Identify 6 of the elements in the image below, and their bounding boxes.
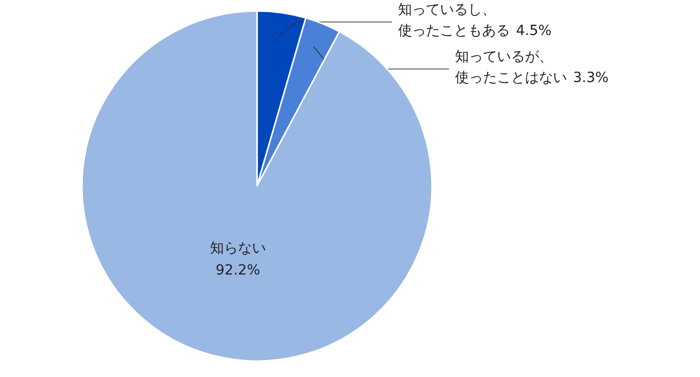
slice-label: 知らない xyxy=(210,240,266,256)
data-label: 4.5% xyxy=(516,23,552,39)
slice-label: 知っているが、使ったことはない xyxy=(455,49,567,86)
data-label: 3.3% xyxy=(573,70,609,86)
slice-label: 知っているし、使ったこともある xyxy=(398,2,510,39)
data-label: 92.2% xyxy=(216,262,260,278)
